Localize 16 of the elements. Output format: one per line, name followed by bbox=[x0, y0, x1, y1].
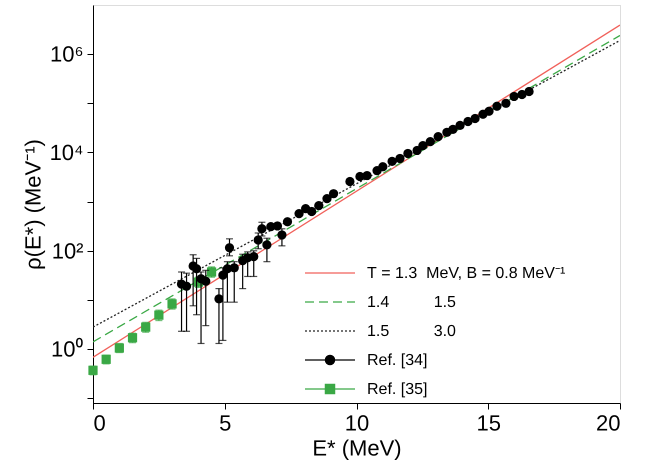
legend-label: Ref. [34] bbox=[367, 352, 428, 369]
x-axis-title: E* (MeV) bbox=[312, 436, 402, 460]
y-tick-label: 10⁰ bbox=[51, 336, 84, 362]
y-tick-label: 10⁴ bbox=[50, 140, 84, 165]
x-tick-label: 20 bbox=[596, 410, 620, 436]
legend-label: 1.4 1.5 bbox=[367, 294, 456, 311]
y-tick-label: 10² bbox=[52, 238, 84, 264]
legend-label: 1.5 3.0 bbox=[367, 323, 456, 340]
legend-label: T = 1.3 MeV, B = 0.8 MeV⁻¹ bbox=[367, 265, 566, 282]
y-axis-title: ρ(E*) (MeV⁻¹) bbox=[20, 139, 46, 270]
x-tick-label: 10 bbox=[344, 410, 370, 436]
x-tick-label: 0 bbox=[94, 410, 106, 436]
x-tick-label: 5 bbox=[219, 410, 232, 436]
x-tick-label: 15 bbox=[476, 410, 501, 436]
y-tick-label: 10⁶ bbox=[50, 42, 84, 67]
legend-label: Ref. [35] bbox=[367, 381, 428, 398]
